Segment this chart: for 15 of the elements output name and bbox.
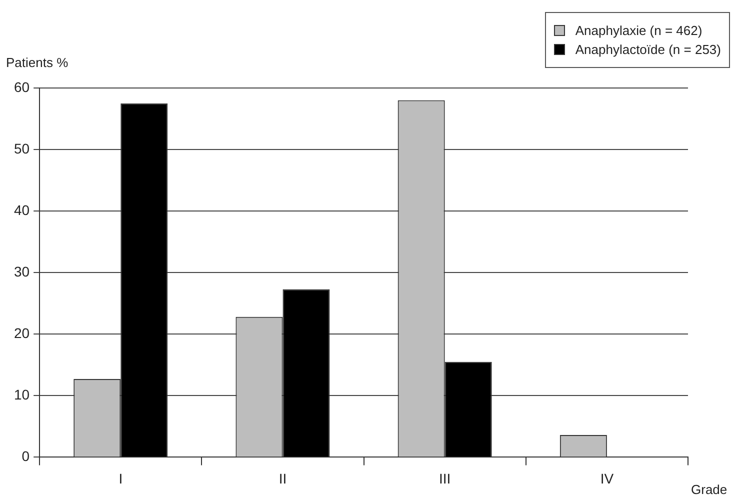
y-tick-label: 30 [14, 263, 30, 280]
x-tick-label: IV [600, 470, 614, 486]
legend-label: Anaphylaxie (n = 462) [575, 23, 702, 38]
y-tick-label: 20 [14, 324, 30, 341]
y-tick-label: 50 [14, 140, 30, 156]
y-tick-label: 10 [14, 386, 30, 403]
x-axis-title: Grade [691, 482, 728, 497]
y-tick-label: 40 [14, 202, 30, 218]
x-tick-label: II [278, 470, 287, 486]
y-axis-title: Patients % [6, 55, 69, 70]
x-tick-label: III [439, 470, 451, 486]
x-tick-label: I [118, 470, 123, 486]
legend-label: Anaphylactoïde (n = 253) [575, 42, 721, 57]
y-tick-label: 0 [22, 448, 30, 464]
y-tick-label: 60 [14, 78, 30, 95]
